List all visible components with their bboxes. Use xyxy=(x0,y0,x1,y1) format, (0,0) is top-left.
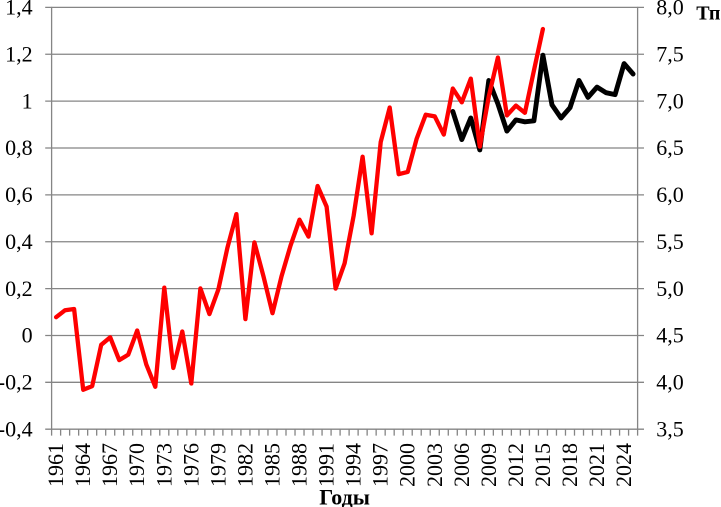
svg-text:1997: 1997 xyxy=(368,443,393,487)
svg-text:3,5: 3,5 xyxy=(656,416,684,441)
svg-text:0,8: 0,8 xyxy=(5,135,33,160)
svg-text:1979: 1979 xyxy=(205,443,230,487)
svg-text:2024: 2024 xyxy=(611,443,636,487)
svg-text:Годы: Годы xyxy=(319,485,370,507)
svg-text:1985: 1985 xyxy=(260,443,285,487)
svg-text:2021: 2021 xyxy=(584,443,609,487)
svg-text:1970: 1970 xyxy=(124,443,149,487)
svg-text:0,6: 0,6 xyxy=(5,182,33,207)
svg-text:1976: 1976 xyxy=(178,443,203,487)
svg-text:6,5: 6,5 xyxy=(656,135,684,160)
svg-text:7,0: 7,0 xyxy=(656,88,684,113)
svg-text:1994: 1994 xyxy=(341,443,366,487)
svg-text:2012: 2012 xyxy=(503,443,528,487)
svg-text:Тп: Тп xyxy=(696,3,720,25)
svg-text:2000: 2000 xyxy=(395,443,420,487)
svg-text:6,0: 6,0 xyxy=(656,182,684,207)
svg-text:7,5: 7,5 xyxy=(656,42,684,67)
svg-text:2009: 2009 xyxy=(476,443,501,487)
svg-text:4,0: 4,0 xyxy=(656,370,684,395)
svg-text:8,0: 8,0 xyxy=(656,0,684,20)
svg-text:4,5: 4,5 xyxy=(656,323,684,348)
svg-text:-0,4: -0,4 xyxy=(0,416,33,441)
svg-text:5,0: 5,0 xyxy=(656,276,684,301)
svg-text:1,4: 1,4 xyxy=(5,0,33,20)
svg-text:2018: 2018 xyxy=(557,443,582,487)
svg-text:1967: 1967 xyxy=(97,443,122,487)
svg-text:1973: 1973 xyxy=(151,443,176,487)
svg-text:1: 1 xyxy=(22,88,33,113)
svg-text:1991: 1991 xyxy=(314,443,339,487)
svg-text:-0,2: -0,2 xyxy=(0,370,33,395)
svg-text:0: 0 xyxy=(22,323,33,348)
svg-text:1988: 1988 xyxy=(287,443,312,487)
svg-text:1964: 1964 xyxy=(70,443,95,487)
svg-text:2015: 2015 xyxy=(530,443,555,487)
svg-text:2003: 2003 xyxy=(422,443,447,487)
svg-text:1961: 1961 xyxy=(43,443,68,487)
svg-text:5,5: 5,5 xyxy=(656,229,684,254)
svg-text:1,2: 1,2 xyxy=(5,42,33,67)
svg-text:0,2: 0,2 xyxy=(5,276,33,301)
svg-text:0,4: 0,4 xyxy=(5,229,33,254)
svg-text:2006: 2006 xyxy=(449,443,474,487)
svg-text:1982: 1982 xyxy=(232,443,257,487)
